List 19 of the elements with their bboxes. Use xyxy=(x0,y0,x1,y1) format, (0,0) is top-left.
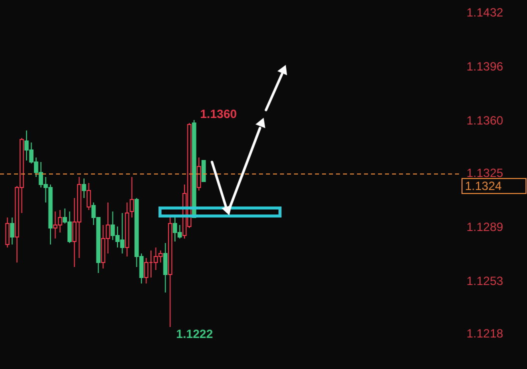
annotation: 1.1360 xyxy=(200,107,238,121)
y-tick-label: 1.1325 xyxy=(466,166,504,180)
y-tick-label: 1.1218 xyxy=(466,326,504,340)
candlestick xyxy=(130,176,134,218)
candlestick xyxy=(10,217,14,245)
candlestick xyxy=(5,217,10,248)
candlestick xyxy=(196,157,202,191)
candlestick xyxy=(86,182,91,210)
y-tick-label: 1.1396 xyxy=(466,60,504,74)
y-tick-label: 1.1360 xyxy=(466,114,504,128)
candlestick xyxy=(163,242,168,293)
candlestick xyxy=(82,178,86,198)
annotation: 1.1222 xyxy=(176,327,214,341)
candlestick xyxy=(202,160,206,182)
candlestick xyxy=(144,258,148,284)
y-tick-label: 1.1289 xyxy=(466,220,504,234)
y-tick-label: 1.1253 xyxy=(466,274,504,288)
ref-line-label: 1.1324 xyxy=(465,179,502,193)
y-tick-label: 1.1432 xyxy=(466,6,504,20)
